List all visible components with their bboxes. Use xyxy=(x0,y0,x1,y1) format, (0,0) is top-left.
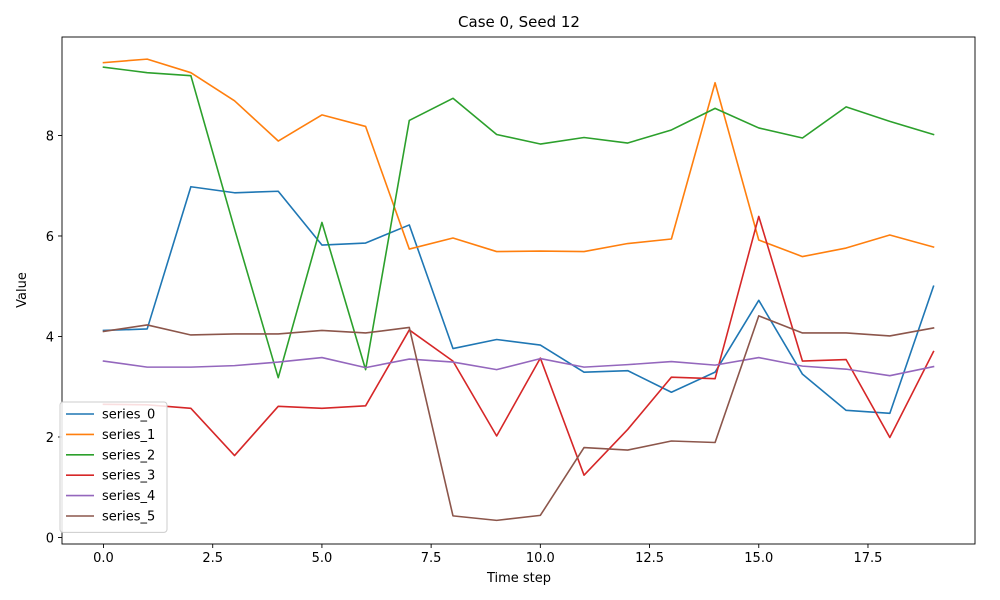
legend-label-1: series_1 xyxy=(102,428,155,443)
series-line-1 xyxy=(102,58,935,258)
y-tick-label: 4 xyxy=(46,330,54,345)
series-line-0 xyxy=(102,185,935,415)
x-tick-label: 2.5 xyxy=(202,551,223,566)
series-line-5 xyxy=(102,315,935,522)
series-line-3 xyxy=(102,215,935,476)
x-tick-label: 0.0 xyxy=(93,551,114,566)
legend-label-5: series_5 xyxy=(102,510,155,525)
legend-label-4: series_4 xyxy=(102,489,155,504)
x-tick-label: 10.0 xyxy=(526,551,555,566)
series-line-2 xyxy=(102,66,935,379)
legend: series_0 series_1 series_2 series_3 series_4… xyxy=(59,401,168,533)
x-axis-ticks: 0.0 2.5 5.0 7.5 10.0 12.5 15.0 17.5 xyxy=(93,544,882,566)
x-tick-label: 12.5 xyxy=(635,551,664,566)
y-tick-label: 2 xyxy=(46,431,54,446)
legend-label-3: series_3 xyxy=(102,469,155,484)
y-axis-label: Value xyxy=(15,272,30,308)
x-tick-label: 5.0 xyxy=(312,551,333,566)
legend-label-0: series_0 xyxy=(102,408,155,423)
y-tick-label: 0 xyxy=(46,531,54,546)
y-tick-label: 8 xyxy=(46,129,54,144)
plot-area xyxy=(61,36,976,545)
chart-title: Case 0, Seed 12 xyxy=(458,13,580,31)
plot-frame xyxy=(61,36,976,545)
legend-label-2: series_2 xyxy=(102,448,155,463)
y-tick-label: 6 xyxy=(46,230,54,245)
x-axis-label: Time step xyxy=(486,571,551,586)
series-line-4 xyxy=(102,356,935,377)
x-tick-label: 17.5 xyxy=(853,551,882,566)
x-tick-label: 7.5 xyxy=(421,551,442,566)
x-tick-label: 15.0 xyxy=(744,551,773,566)
